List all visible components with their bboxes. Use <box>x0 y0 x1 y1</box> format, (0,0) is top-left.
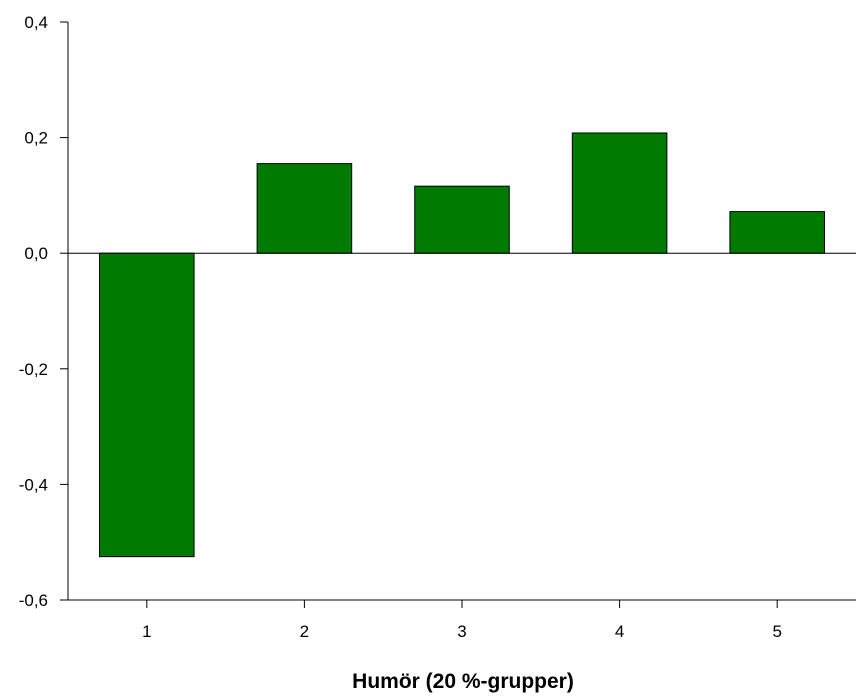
y-tick-label: -0,6 <box>19 591 48 610</box>
x-axis-ticks: 1 2 3 4 5 <box>142 600 782 641</box>
x-tick-label: 1 <box>142 622 151 641</box>
bar-3 <box>414 185 510 254</box>
y-tick-label: -0,4 <box>19 475 48 494</box>
y-tick-label: 0,4 <box>24 13 48 32</box>
bar-5 <box>729 211 825 254</box>
bars-group <box>99 132 825 558</box>
y-axis-ticks: 0,4 0,2 0,0 -0,2 -0,4 -0,6 <box>19 13 68 610</box>
y-tick-label: 0,0 <box>24 244 48 263</box>
bar-4 <box>571 132 668 254</box>
y-tick-label: 0,2 <box>24 129 48 148</box>
bar-2 <box>256 163 353 254</box>
x-tick-label: 4 <box>615 622 624 641</box>
x-tick-label: 5 <box>772 622 781 641</box>
x-tick-label: 3 <box>457 622 466 641</box>
bar-1 <box>99 252 195 558</box>
x-axis-title: Humör (20 %-grupper) <box>352 670 574 693</box>
x-tick-label: 2 <box>300 622 309 641</box>
y-tick-label: -0,2 <box>19 360 48 379</box>
